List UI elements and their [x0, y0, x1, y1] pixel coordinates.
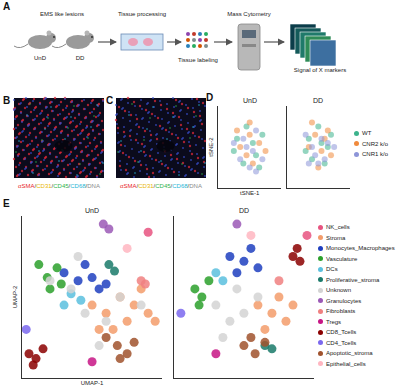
html-text:Granulocytes: Granulocytes [326, 297, 362, 304]
svg-text:Tissue processing: Tissue processing [118, 11, 166, 17]
svg-text:αSMA/CD31/CD45/CD68/DNA: αSMA/CD31/CD45/CD68/DNA [18, 183, 100, 189]
svg-text:A: A [3, 1, 10, 12]
svg-text:αSMA/CD31/CD45/CD68/DNA: αSMA/CD31/CD45/CD68/DNA [120, 183, 202, 189]
svg-text:B: B [3, 95, 10, 106]
svg-text:Signal of X markers: Signal of X markers [294, 67, 346, 73]
html-text:Epithelial_cells: Epithelial_cells [326, 360, 366, 367]
svg-text:Mass Cytometry: Mass Cytometry [227, 11, 270, 17]
html-text:DCs: DCs [326, 266, 338, 272]
html-text:Monocytes_Macrophages: Monocytes_Macrophages [326, 245, 395, 251]
svg-text:tSNE-1: tSNE-1 [240, 190, 260, 196]
svg-text:Tissue labeling: Tissue labeling [178, 57, 218, 63]
svg-text:UnD: UnD [243, 97, 257, 104]
svg-text:DD: DD [313, 97, 323, 104]
html-text:D: D [206, 92, 214, 103]
html-text:WT: WT [362, 130, 372, 136]
svg-text:EMS like lesions: EMS like lesions [40, 11, 84, 17]
html-text:NK_cells: NK_cells [326, 224, 350, 230]
html-text:CD4_Tcells: CD4_Tcells [326, 339, 357, 346]
svg-text:UnD: UnD [85, 207, 99, 214]
html-text:CNR1 k/o: CNR1 k/o [362, 151, 388, 157]
html-text:CNR2 k/o: CNR2 k/o [362, 140, 388, 147]
html-text:Apoptotic_stroma: Apoptotic_stroma [326, 350, 373, 356]
html-text:Tregs: Tregs [326, 318, 342, 325]
html-text:Vasculature: Vasculature [326, 255, 358, 262]
html-text:Proliferative_stroma: Proliferative_stroma [326, 276, 380, 283]
svg-text:DD: DD [239, 207, 249, 214]
html-text:E: E [3, 198, 10, 209]
html-text:Fibroblasts: Fibroblasts [326, 308, 356, 314]
svg-text:UMAP-2: UMAP-2 [12, 285, 18, 308]
html-text:CD8_Tcells: CD8_Tcells [326, 329, 357, 335]
html-text:Unknown: Unknown [326, 287, 351, 293]
svg-text:tSNE-2: tSNE-2 [208, 137, 214, 157]
html-text:Stroma: Stroma [326, 234, 346, 241]
svg-text:UMAP-1: UMAP-1 [81, 380, 104, 386]
svg-text:C: C [106, 95, 113, 106]
svg-text:UnD: UnD [34, 55, 47, 61]
svg-text:DD: DD [76, 55, 85, 61]
